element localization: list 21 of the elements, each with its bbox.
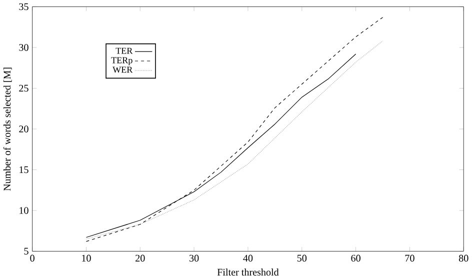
y-tick-label: 20 bbox=[19, 126, 28, 132]
x-tick-label: 60 bbox=[351, 254, 360, 262]
x-tick-label: 0 bbox=[30, 254, 34, 262]
x-tick-label: 20 bbox=[136, 254, 145, 262]
x-tick-label: 30 bbox=[190, 254, 199, 262]
legend-label: WER bbox=[112, 66, 133, 73]
y-tick-label: 30 bbox=[19, 44, 28, 51]
x-tick-label: 70 bbox=[405, 254, 414, 262]
legend-label: TER bbox=[116, 48, 133, 54]
y-tick-label: 15 bbox=[20, 166, 28, 174]
x-tick-label: 40 bbox=[243, 254, 253, 262]
y-tick-label: 25 bbox=[19, 84, 28, 92]
legend-label: TERp bbox=[111, 57, 132, 66]
y-axis-title: Number of words selected [M] bbox=[3, 68, 12, 191]
x-tick-label: 10 bbox=[82, 254, 91, 262]
x-axis-title: Filter threshold bbox=[217, 268, 279, 276]
y-tick-label: 10 bbox=[20, 207, 28, 214]
y-tick-label: 5 bbox=[24, 248, 28, 255]
y-tick-label: 35 bbox=[19, 3, 28, 10]
x-tick-label: 50 bbox=[297, 254, 307, 262]
x-tick-label: 80 bbox=[458, 254, 468, 262]
